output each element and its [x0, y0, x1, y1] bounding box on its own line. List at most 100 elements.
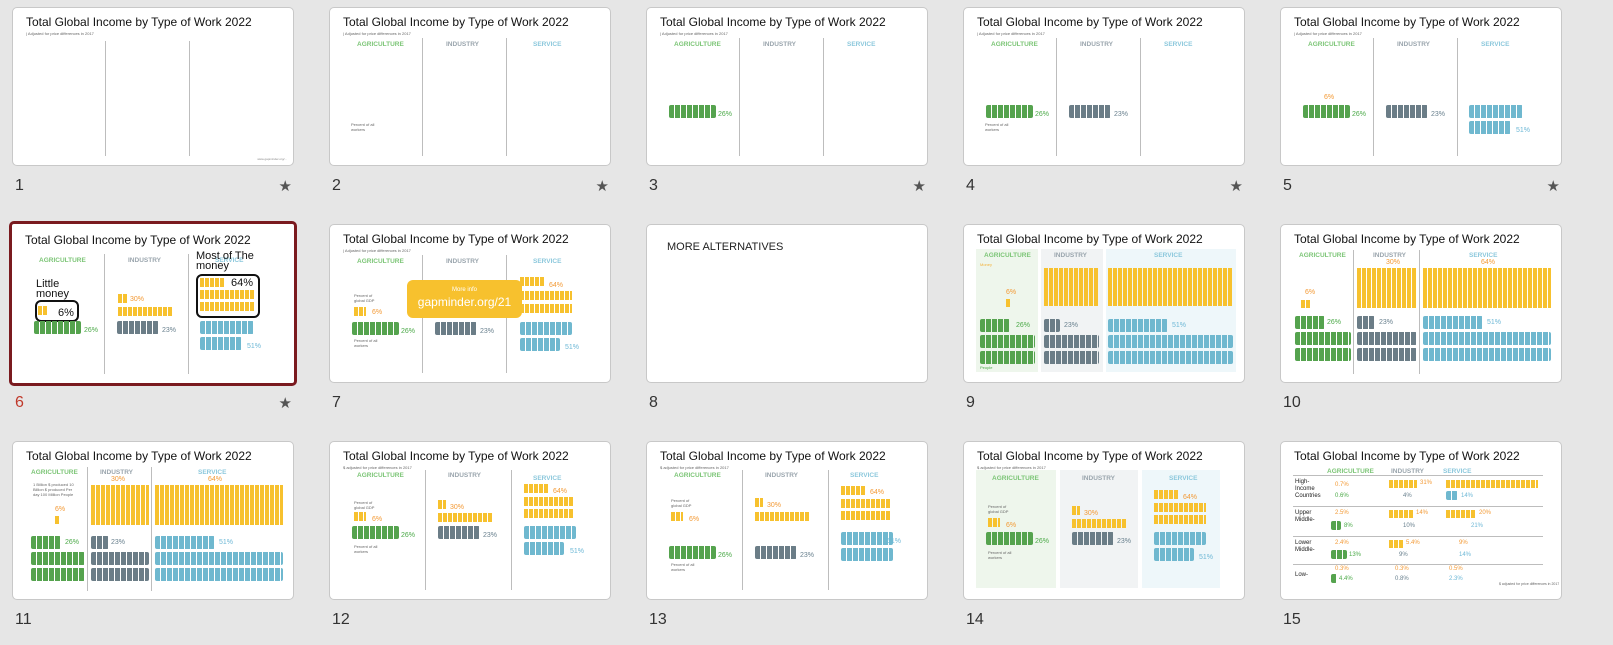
slide-title: Total Global Income by Type of Work 2022	[660, 449, 886, 463]
service-header: SERVICE	[1164, 41, 1193, 48]
agriculture-people-icons	[1295, 316, 1325, 329]
service-money-coins	[520, 277, 545, 286]
slide-preview[interactable]: Total Global Income by Type of Work 2022…	[329, 7, 611, 166]
slide-preview[interactable]: Total Global Income by Type of Work 2022…	[1280, 7, 1562, 166]
slide-number: 14	[966, 611, 984, 628]
industry-people-percent: 23%	[483, 532, 498, 539]
gapminder-link[interactable]: gapminder.org/21	[417, 295, 512, 309]
agriculture-people-percent: 26%	[84, 327, 99, 334]
slide-number: 1	[15, 177, 24, 194]
agriculture-people-percent: 8%	[1344, 523, 1353, 529]
service-people-icons-row1	[200, 321, 254, 334]
slide-preview[interactable]: Total Global Income by Type of Work 2022…	[1280, 441, 1562, 600]
agriculture-header: AGRICULTURE	[357, 41, 404, 48]
service-money-coins	[1108, 268, 1233, 306]
industry-money-percent: 30%	[450, 504, 465, 511]
service-people-icons-row2	[1469, 121, 1511, 134]
workers-note: Percent of all workers	[354, 544, 378, 554]
industry-people-icons	[1357, 316, 1375, 329]
slide-preview[interactable]: Total Global Income by Type of Work 2022…	[9, 221, 297, 386]
slide-preview[interactable]: Total Global Income by Type of Work 2022…	[329, 441, 611, 600]
row-divider	[1293, 506, 1543, 507]
agriculture-people-icons	[352, 322, 399, 335]
service-money-coins-row	[1154, 515, 1206, 524]
service-people-icons	[155, 536, 215, 549]
gdp-note: Percent of global GDP	[354, 500, 375, 510]
industry-people-percent: 23%	[1114, 111, 1129, 118]
slide-preview[interactable]: Total Global Income by Type of Work 2022…	[12, 7, 294, 166]
slide-preview[interactable]: Total Global Income by Type of Work 2022…	[1280, 224, 1562, 383]
slide-title: Total Global Income by Type of Work 2022	[1294, 232, 1520, 246]
animation-star-icon[interactable]: ★	[595, 178, 609, 195]
agriculture-people-icons	[31, 536, 61, 549]
legend-note: 1 Billion $ produced 10 Billion $ produc…	[33, 482, 74, 497]
service-people-percent: 2.3%	[1449, 576, 1463, 582]
service-header: SERVICE	[1481, 41, 1510, 48]
slide-number: 6	[15, 394, 24, 411]
row-divider	[1293, 536, 1543, 537]
slide-preview[interactable]: Total Global Income by Type of Work 2022…	[646, 441, 928, 600]
service-money-coins	[200, 278, 225, 287]
agriculture-money-percent: 6%	[58, 307, 74, 319]
workers-note: Percent of all workers	[671, 562, 695, 572]
slide-preview[interactable]: Total Global Income by Type of Work 2022…	[963, 224, 1245, 383]
agriculture-people-percent: 13%	[1349, 552, 1362, 558]
service-header: SERVICE	[1154, 252, 1183, 259]
slide-preview[interactable]: MORE ALTERNATIVES	[646, 224, 928, 383]
slide-preview[interactable]: Total Global Income by Type of Work 2022…	[12, 441, 294, 600]
service-money-percent: 0.5%	[1449, 566, 1463, 572]
agriculture-money-percent: 6%	[1006, 289, 1017, 296]
agriculture-money-percent: 6%	[689, 516, 700, 523]
service-people-percent: 51%	[1516, 127, 1531, 134]
animation-star-icon[interactable]: ★	[1229, 178, 1243, 195]
gdp-note: Percent of global GDP	[988, 504, 1009, 514]
industry-money-percent: 30%	[767, 502, 782, 509]
agriculture-money-percent: 2.5%	[1335, 510, 1349, 516]
divider	[506, 38, 507, 156]
agriculture-people-icons	[669, 546, 716, 559]
industry-people-icons	[91, 536, 109, 549]
agriculture-money-coins	[354, 307, 366, 316]
industry-people-icons	[117, 321, 159, 334]
industry-money-percent: 30%	[1084, 510, 1099, 517]
divider	[104, 254, 105, 374]
animation-star-icon[interactable]: ★	[1546, 178, 1560, 195]
gdp-note: Percent of global GDP	[354, 293, 375, 303]
agriculture-money-coins	[38, 306, 48, 315]
service-money-percent: 64%	[1183, 494, 1198, 501]
service-money-coins	[1423, 268, 1551, 308]
animation-star-icon[interactable]: ★	[912, 178, 926, 195]
divider	[105, 41, 106, 156]
animation-star-icon[interactable]: ★	[278, 395, 292, 412]
industry-people-percent: 0.8%	[1395, 576, 1409, 582]
service-panel	[1142, 470, 1220, 588]
industry-people-percent: 9%	[1399, 552, 1408, 558]
slide-subtitle: | Adjusted for price differences in 2017	[977, 31, 1045, 36]
slide-title: Total Global Income by Type of Work 2022	[26, 15, 252, 29]
service-header: SERVICE	[847, 41, 876, 48]
service-money-coins-row	[841, 511, 891, 520]
service-people-percent: 51%	[1172, 322, 1187, 329]
slide-preview[interactable]: Total Global Income by Type of Work 2022…	[646, 7, 928, 166]
service-header: SERVICE	[533, 475, 562, 482]
animation-star-icon[interactable]: ★	[278, 178, 292, 195]
industry-money-coins-row	[118, 307, 173, 316]
row-label: High-Income Countries	[1295, 479, 1321, 499]
industry-money-percent: 14%	[1416, 510, 1429, 516]
divider	[1457, 38, 1458, 156]
industry-money-coins	[1357, 268, 1417, 308]
slide-title: Total Global Income by Type of Work 2022	[1294, 15, 1520, 29]
slide-preview[interactable]: Total Global Income by Type of Work 2022…	[329, 224, 611, 383]
more-info-callout[interactable]: More info gapminder.org/21	[407, 280, 522, 318]
agriculture-people-percent: 26%	[1352, 111, 1367, 118]
industry-money-coins	[438, 500, 446, 509]
slide-number: 9	[966, 394, 975, 411]
service-money-percent: 9%	[1459, 540, 1468, 546]
axis-note: Percent of all workers	[351, 122, 375, 132]
slide-title: Total Global Income by Type of Work 2022	[26, 449, 252, 463]
slide-preview[interactable]: Total Global Income by Type of Work 2022…	[963, 441, 1245, 600]
slide-preview[interactable]: Total Global Income by Type of Work 2022…	[963, 7, 1245, 166]
agriculture-people-percent: 26%	[1016, 322, 1031, 329]
slide-subtitle: | Adjusted for price differences in 2017	[1294, 31, 1362, 36]
industry-people-icons	[435, 322, 477, 335]
